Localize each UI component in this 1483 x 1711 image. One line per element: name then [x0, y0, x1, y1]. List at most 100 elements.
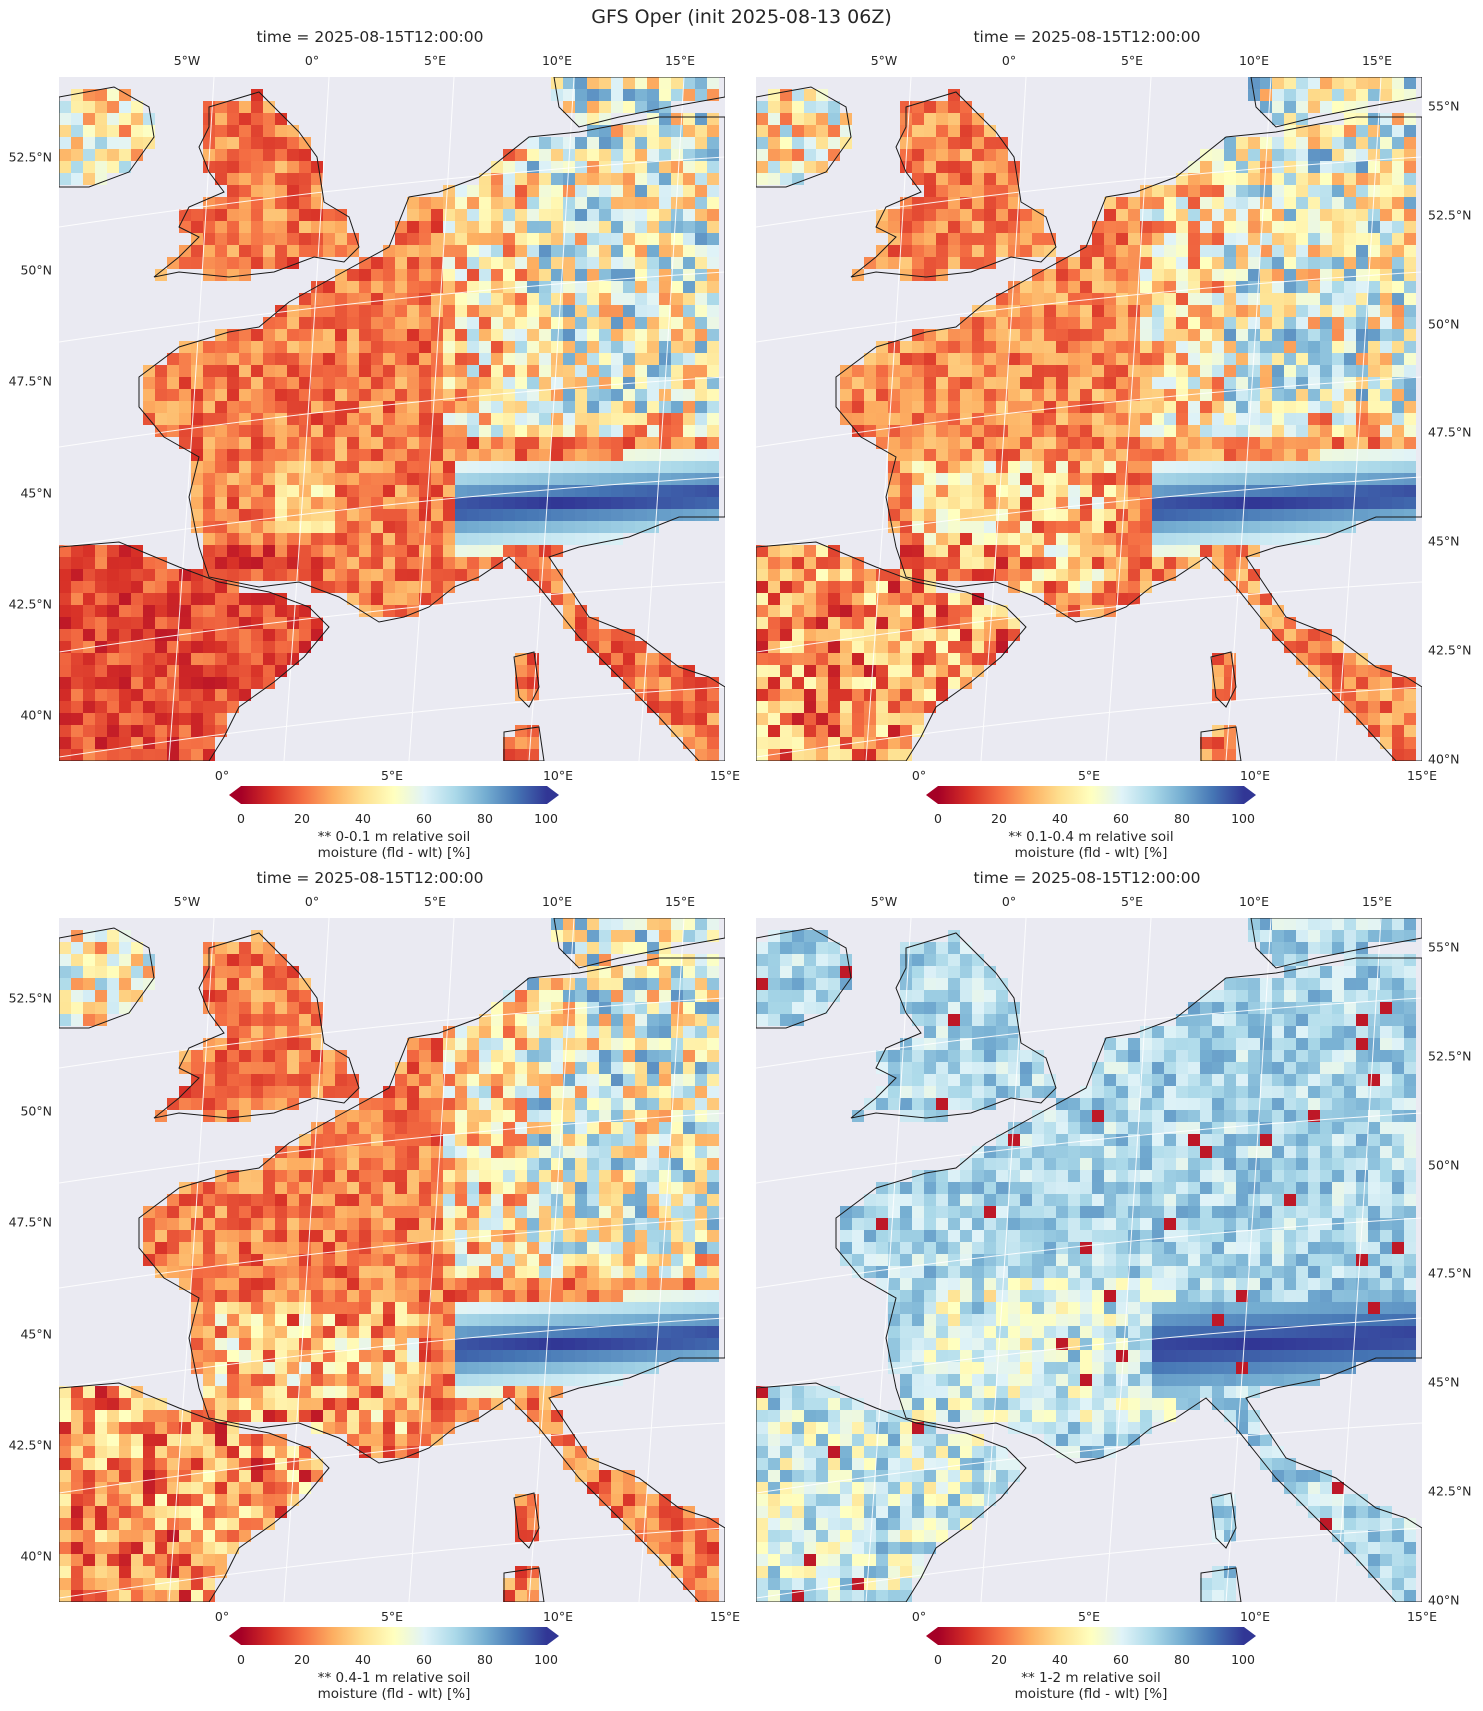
colorbar-tick: 80: [1174, 1652, 1190, 1667]
map-panel-topsoil: time = 2025-08-15T12:00:00 5°W 0° 5°E 10…: [0, 0, 741, 861]
lat-tick: 42.5°N: [8, 1437, 52, 1453]
lat-tick: 42.5°N: [8, 596, 52, 612]
colorbar-tick: 0: [934, 811, 942, 826]
lat-tick: 52.5°N: [8, 990, 52, 1006]
lat-tick: 40°N: [1428, 1592, 1460, 1608]
lat-tick: 45°N: [20, 1326, 52, 1342]
lat-tick: 52.5°N: [8, 149, 52, 165]
colorbar-label: ** 0.4-1 m relative soil moisture (fld -…: [229, 1670, 559, 1702]
map-canvas: [756, 918, 1422, 1602]
lon-tick: 10°E: [1239, 1609, 1271, 1624]
soil-moisture-map: [756, 77, 1422, 761]
figure-title: GFS Oper (init 2025-08-13 06Z): [591, 6, 892, 28]
lon-tick: 0°: [1001, 53, 1017, 68]
colorbar: [926, 786, 1256, 804]
lat-tick: 47.5°N: [1428, 1265, 1472, 1281]
colorbar: [926, 1627, 1256, 1645]
colorbar-tick: 40: [1052, 811, 1068, 826]
lon-tick: 0°: [304, 894, 320, 909]
lat-tick: 55°N: [1428, 98, 1460, 114]
colorbar-tick: 40: [355, 1652, 371, 1667]
lon-tick: 5°W: [173, 53, 201, 68]
colorbar-label-line: moisture (fld - wlt) [%]: [1014, 845, 1168, 861]
lat-tick: 40°N: [20, 1548, 52, 1564]
colorbar-tick: 20: [991, 1652, 1007, 1667]
lon-tick: 5°E: [1120, 894, 1144, 909]
panel-title: time = 2025-08-15T12:00:00: [973, 869, 1201, 887]
lon-tick: 0°: [1001, 894, 1017, 909]
lon-tick: 15°E: [1361, 894, 1393, 909]
colorbar-tick: 100: [534, 1652, 558, 1667]
lon-tick: 15°E: [1361, 53, 1393, 68]
lon-tick: 15°E: [709, 768, 741, 783]
lat-tick: 42.5°N: [1428, 1483, 1472, 1499]
colorbar-label-line: ** 0.1-0.4 m relative soil: [1008, 829, 1174, 845]
lon-tick: 0°: [214, 1609, 230, 1624]
lat-tick: 52.5°N: [1428, 207, 1472, 223]
lon-tick: 0°: [214, 768, 230, 783]
map-panel-deep: time = 2025-08-15T12:00:00 5°W 0° 5°E 10…: [697, 841, 1471, 1702]
lon-tick: 5°E: [423, 53, 447, 68]
map-panel-shallow: time = 2025-08-15T12:00:00 5°W 0° 5°E 10…: [697, 0, 1471, 861]
colorbar-tick: 80: [1174, 811, 1190, 826]
soil-moisture-map: [756, 918, 1422, 1602]
lon-tick: 5°W: [173, 894, 201, 909]
colorbar-label-line: ** 0.4-1 m relative soil: [317, 1670, 471, 1686]
lon-tick: 10°E: [1238, 53, 1270, 68]
lat-tick: 42.5°N: [1428, 642, 1472, 658]
map-panel-mid: time = 2025-08-15T12:00:00 5°W 0° 5°E 10…: [0, 841, 741, 1702]
lat-tick: 50°N: [1428, 1157, 1460, 1173]
lon-tick: 5°E: [1120, 53, 1144, 68]
lon-tick: 15°E: [664, 894, 696, 909]
colorbar-tick: 60: [416, 1652, 432, 1667]
lon-tick: 0°: [911, 768, 927, 783]
lon-tick: 5°E: [1077, 1609, 1101, 1624]
lat-tick: 50°N: [20, 262, 52, 278]
soil-moisture-map: [59, 77, 725, 761]
colorbar-tick: 60: [1113, 1652, 1129, 1667]
colorbar-label-line: moisture (fld - wlt) [%]: [317, 845, 471, 861]
lat-tick: 45°N: [20, 485, 52, 501]
lon-tick: 15°E: [1406, 768, 1438, 783]
colorbar-tick: 80: [477, 1652, 493, 1667]
lon-tick: 15°E: [664, 53, 696, 68]
lon-tick: 5°W: [870, 53, 898, 68]
lon-tick: 5°E: [380, 1609, 404, 1624]
map-canvas: [59, 77, 725, 761]
lon-tick: 5°E: [423, 894, 447, 909]
colorbar-tick: 80: [477, 811, 493, 826]
colorbar-tick: 100: [1231, 1652, 1255, 1667]
colorbar-tick: 40: [1052, 1652, 1068, 1667]
map-canvas: [756, 77, 1422, 761]
colorbar-label-line: ** 1-2 m relative soil: [1021, 1670, 1161, 1686]
lon-tick: 5°E: [380, 768, 404, 783]
lon-tick: 10°E: [542, 1609, 574, 1624]
lat-tick: 47.5°N: [1428, 424, 1472, 440]
lat-tick: 55°N: [1428, 939, 1460, 955]
colorbar-label-line: moisture (fld - wlt) [%]: [1014, 1686, 1168, 1702]
colorbar-tick: 20: [991, 811, 1007, 826]
lon-tick: 5°W: [870, 894, 898, 909]
lat-tick: 47.5°N: [8, 373, 52, 389]
lat-tick: 52.5°N: [1428, 1048, 1472, 1064]
colorbar-tick: 100: [1231, 811, 1255, 826]
colorbar-label: ** 1-2 m relative soil moisture (fld - w…: [926, 1670, 1256, 1702]
lat-tick: 47.5°N: [8, 1214, 52, 1230]
lat-tick: 50°N: [1428, 316, 1460, 332]
colorbar-tick: 0: [237, 1652, 245, 1667]
lat-tick: 40°N: [1428, 751, 1460, 767]
panel-title: time = 2025-08-15T12:00:00: [973, 28, 1201, 46]
soil-moisture-map: [59, 918, 725, 1602]
panel-title: time = 2025-08-15T12:00:00: [256, 869, 484, 887]
colorbar-label-line: ** 0-0.1 m relative soil: [317, 829, 471, 845]
colorbar-tick: 60: [1113, 811, 1129, 826]
lon-tick: 0°: [911, 1609, 927, 1624]
colorbar-tick: 60: [416, 811, 432, 826]
colorbar-tick: 40: [355, 811, 371, 826]
lat-tick: 40°N: [20, 707, 52, 723]
lon-tick: 10°E: [1239, 768, 1271, 783]
colorbar-label: ** 0.1-0.4 m relative soil moisture (fld…: [926, 829, 1256, 861]
lat-tick: 45°N: [1428, 1374, 1460, 1390]
lon-tick: 15°E: [709, 1609, 741, 1624]
colorbar-tick: 0: [237, 811, 245, 826]
